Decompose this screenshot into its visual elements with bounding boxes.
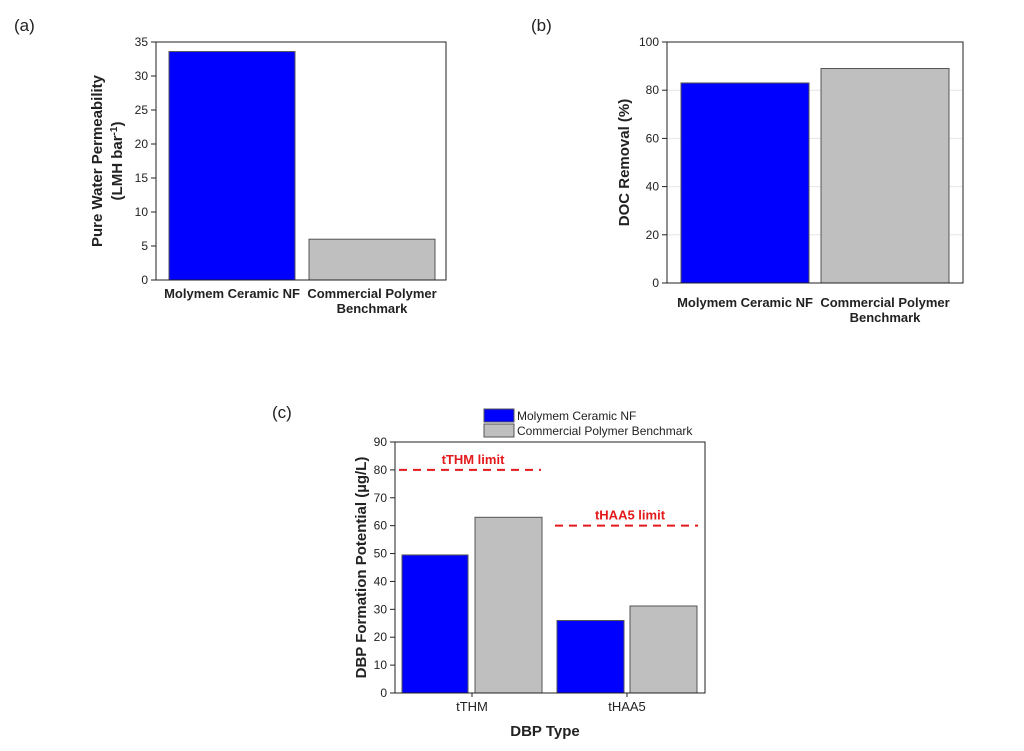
chart-a-ytick-label: 5 — [141, 239, 148, 253]
chart-c-category-label: tTHM — [456, 699, 488, 714]
chart-c-ytick-label: 30 — [374, 602, 388, 616]
chart-a-category-label: Commercial Polymer — [307, 286, 436, 301]
chart-a-ytick-label: 35 — [135, 35, 149, 49]
chart-c-ytick-label: 20 — [374, 630, 388, 644]
chart-c-bar — [556, 619, 625, 694]
chart-c-legend-label: Molymem Ceramic NF — [517, 409, 636, 423]
chart-c-limit-label: tHAA5 limit — [595, 508, 666, 523]
chart-b-category-label: Benchmark — [850, 310, 922, 325]
chart-a-ylabel: Pure Water Permeability — [89, 74, 106, 247]
panel-label-a: (a) — [14, 16, 35, 35]
chart-c-bar — [474, 516, 543, 694]
chart-a-bar — [168, 51, 296, 281]
chart-a-category-label: Benchmark — [337, 301, 409, 316]
chart-a-ylabel-units: (LMH bar-1) — [109, 122, 127, 201]
chart-a-ytick-label: 20 — [135, 137, 149, 151]
chart-c-ytick-label: 60 — [374, 519, 388, 533]
chart-c-ytick-label: 80 — [374, 463, 388, 477]
chart-a-category-label: Molymem Ceramic NF — [164, 286, 300, 301]
chart-b-ytick-label: 40 — [646, 180, 660, 194]
chart-a-ytick-label: 15 — [135, 171, 149, 185]
chart-c-ytick-label: 70 — [374, 491, 388, 505]
chart-b-bar — [820, 68, 950, 284]
chart-c-xlabel: DBP Type — [510, 723, 579, 740]
chart-b-ytick-label: 100 — [639, 35, 659, 49]
chart-c-legend-label: Commercial Polymer Benchmark — [517, 424, 693, 438]
chart-c-ytick-label: 90 — [374, 435, 388, 449]
chart-c-bar — [401, 554, 469, 694]
chart-c-bar — [629, 605, 698, 694]
chart-a-plot-frame — [155, 41, 447, 281]
chart-b-ylabel: DOC Removal (%) — [616, 99, 633, 227]
chart-c-ylabel: DBP Formation Potential (µg/L) — [353, 457, 370, 679]
chart-c-legend-swatch — [483, 423, 515, 438]
chart-b-ytick-label: 80 — [646, 83, 660, 97]
chart-a-bar — [308, 238, 436, 281]
chart-b-category-label: Commercial Polymer — [820, 295, 949, 310]
chart-a-ytick-label: 0 — [141, 273, 148, 287]
chart-b-ytick-label: 60 — [646, 131, 660, 145]
chart-c-ytick-label: 10 — [374, 658, 388, 672]
chart-b-ytick-label: 0 — [652, 276, 659, 290]
chart-c-category-label: tHAA5 — [608, 699, 646, 714]
chart-a-ytick-label: 25 — [135, 103, 149, 117]
chart-c-ytick-label: 0 — [380, 686, 387, 700]
chart-c-limit-label: tTHM limit — [442, 452, 505, 467]
chart-c-ytick-label: 50 — [374, 547, 388, 561]
panel-label-b: (b) — [531, 16, 552, 35]
chart-b-ytick-label: 20 — [646, 228, 660, 242]
chart-c-legend-swatch — [483, 408, 515, 423]
chart-c-ytick-label: 40 — [374, 574, 388, 588]
chart-b-bar — [680, 82, 810, 284]
chart-b-category-label: Molymem Ceramic NF — [677, 295, 813, 310]
chart-a-ytick-label: 30 — [135, 69, 149, 83]
chart-c-plot-frame — [394, 441, 706, 694]
chart-b-plot-frame — [666, 41, 964, 284]
panel-label-c: (c) — [272, 403, 292, 422]
chart-a-ytick-label: 10 — [135, 205, 149, 219]
